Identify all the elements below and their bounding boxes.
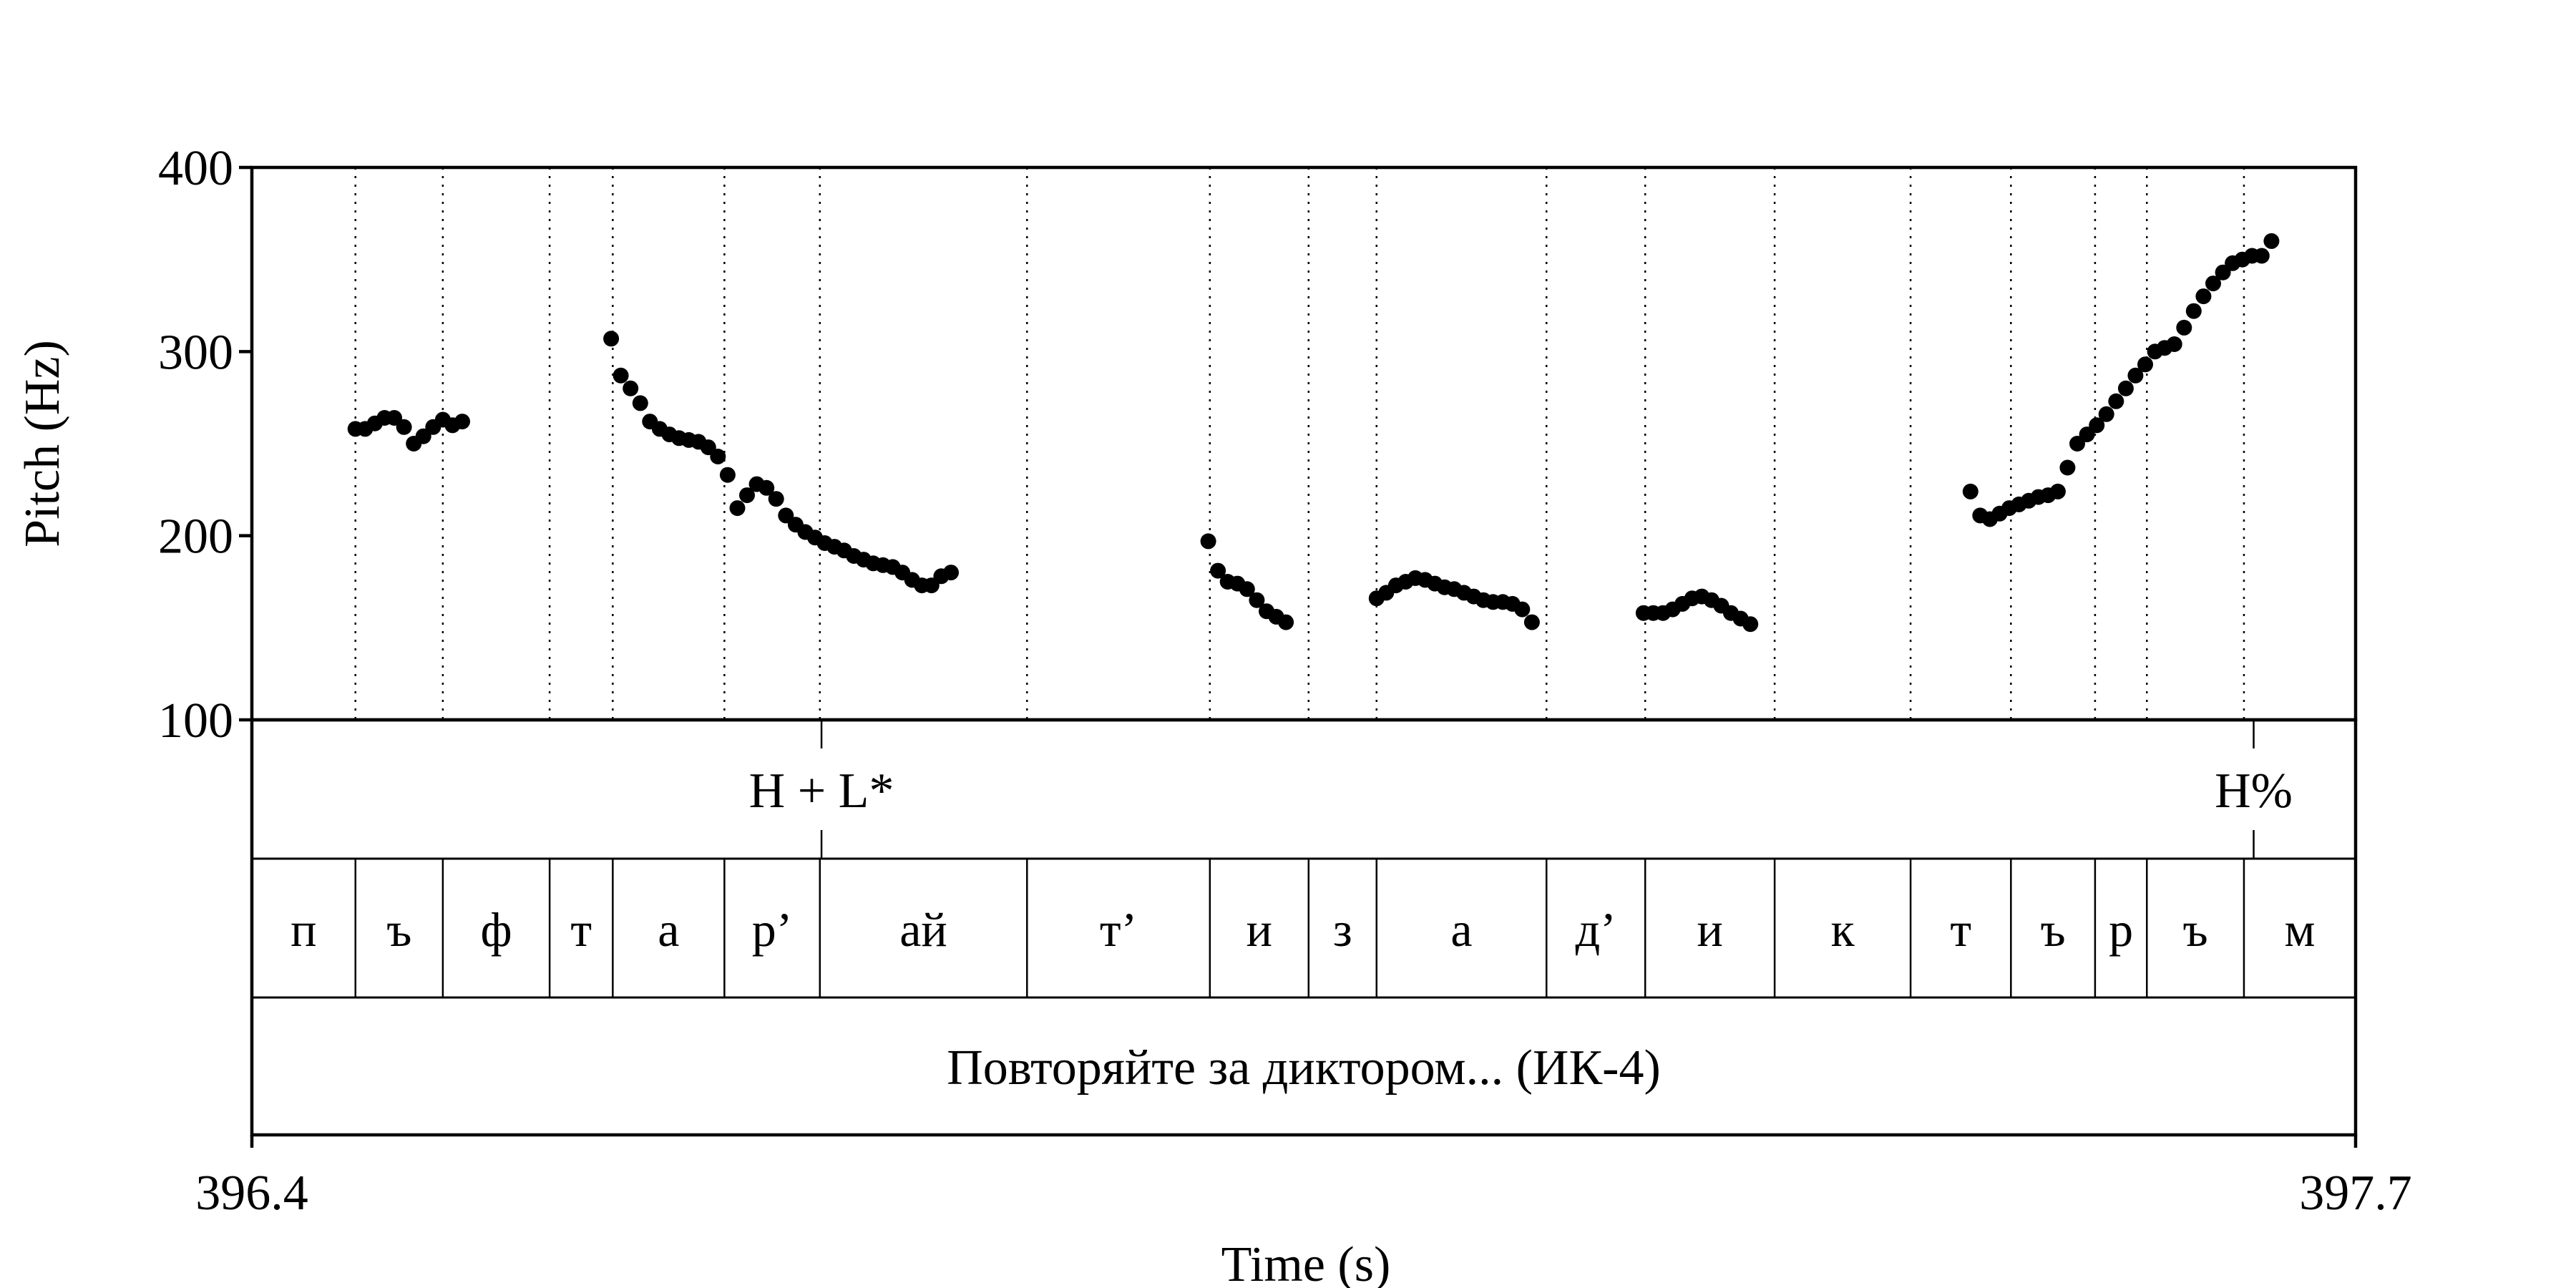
phrase-label: Повторяйте за диктором... (ИК-4) (947, 1040, 1661, 1096)
y-tick-label: 200 (158, 509, 233, 565)
pitch-point (623, 380, 639, 396)
pitch-point (719, 467, 736, 483)
pitch-point (1200, 533, 1216, 550)
pitch-point (2049, 483, 2066, 499)
pitch-point (1523, 614, 1540, 630)
pitch-point (1239, 581, 1255, 597)
tone-label: H + L* (749, 763, 894, 819)
pitch-point (2195, 288, 2212, 305)
pitch-point (1249, 592, 1265, 608)
y-axis-ticks: 100 200 300 400 (158, 141, 252, 748)
pitch-point (396, 419, 412, 435)
pitch-point (768, 491, 784, 507)
pitch-point (1962, 483, 1979, 499)
pitch-point (1514, 601, 1531, 618)
segment-label: и (1697, 902, 1722, 957)
segment-label: ъ (2183, 902, 2208, 957)
segment-label: и (1246, 902, 1272, 957)
pitch-point (943, 565, 959, 581)
pitch-point (1210, 562, 1226, 579)
segment-label: ф (480, 902, 512, 957)
pitch-point (2098, 406, 2114, 422)
pitch-point (2205, 275, 2221, 292)
segment-label: р’ (752, 902, 793, 957)
tone-label: H% (2215, 763, 2293, 819)
pitch-point (2089, 417, 2105, 434)
y-tick-label: 300 (158, 325, 233, 380)
pitch-point (2185, 303, 2202, 319)
segment-label: т’ (1100, 902, 1137, 957)
pitch-point (739, 487, 755, 504)
pitch-point (454, 414, 470, 430)
segment-label: а (1450, 902, 1472, 957)
y-tick-label: 400 (158, 141, 233, 196)
segment-label: з (1333, 902, 1352, 957)
segment-label: д’ (1576, 902, 1616, 957)
pitch-point (2253, 248, 2270, 264)
pitch-point (2166, 336, 2182, 352)
pitch-point (710, 449, 726, 464)
tone-tier: H + L* H% (749, 720, 2293, 859)
pitch-point (2059, 459, 2076, 476)
segment-label: к (1831, 902, 1855, 957)
pitch-point (2263, 233, 2280, 249)
pitch-point (603, 331, 620, 347)
y-tick-label: 100 (158, 693, 233, 748)
x-axis-label: Time (s) (1221, 1237, 1391, 1288)
segment-label: п (291, 902, 316, 957)
segment-label: р (2109, 902, 2133, 957)
segment-label: т (570, 902, 592, 957)
segment-boundaries (354, 167, 2245, 997)
pitch-point (758, 479, 775, 496)
segment-label: ай (899, 902, 947, 957)
pitch-point (2108, 393, 2124, 409)
pitch-point (2127, 367, 2144, 384)
pitch-point (2176, 319, 2192, 336)
x-tick-label-end: 397.7 (2299, 1166, 2412, 1221)
pitch-point (729, 500, 746, 517)
segment-label: ъ (386, 902, 411, 957)
x-axis-ticks: 396.4 397.7 (195, 1135, 2412, 1221)
segment-label: а (658, 902, 679, 957)
plot-frame (250, 165, 2358, 1137)
pitch-point (2137, 356, 2153, 373)
y-axis-label: Pitch (Hz) (15, 340, 70, 547)
pitch-point (613, 367, 629, 384)
x-tick-label-start: 396.4 (195, 1166, 308, 1221)
pitch-point (1742, 616, 1759, 633)
segment-label: м (2284, 902, 2315, 957)
tier-panel-border (250, 718, 2358, 1137)
segment-label: ъ (2041, 902, 2066, 957)
pitch-point (2117, 380, 2134, 396)
pitch-point (632, 395, 648, 411)
pitch-panel-border (250, 165, 2358, 722)
pitch-point (1278, 614, 1294, 630)
pitch-points (347, 233, 2280, 633)
segment-tier: п ъ ф т а р’ ай т’ и з а д’ и к т ъ р ъ м (291, 902, 2315, 957)
segment-label: т (1950, 902, 1971, 957)
